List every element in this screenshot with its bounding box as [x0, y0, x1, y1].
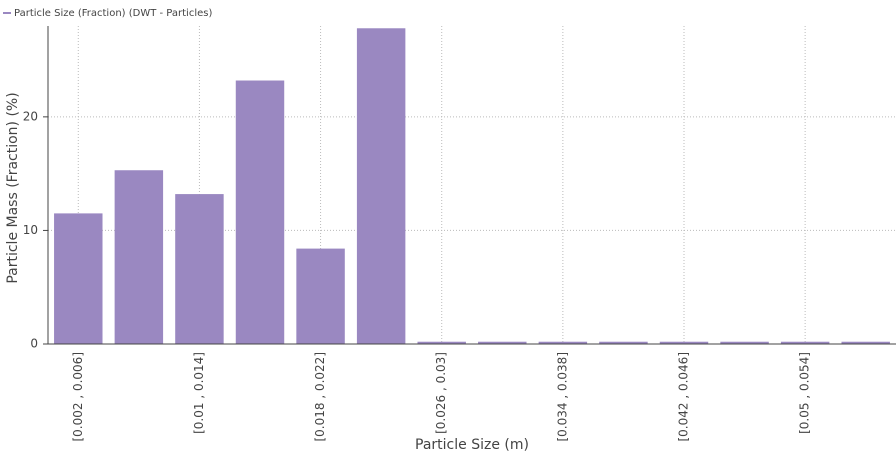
bar: [417, 341, 466, 344]
bar: [599, 341, 648, 344]
y-tick-label: 10: [23, 223, 38, 237]
y-axis-label: Particle Mass (Fraction) (%): [5, 92, 21, 283]
bar: [54, 213, 103, 344]
bar: [175, 194, 224, 344]
bar: [841, 341, 890, 344]
y-tick-label: 20: [23, 109, 38, 123]
bar: [235, 80, 285, 344]
x-tick-label: [0.05 , 0.054]: [798, 352, 812, 434]
x-tick-label: [0.002 , 0.006]: [71, 352, 85, 442]
x-tick-label: [0.034 , 0.038]: [555, 352, 569, 442]
x-axis-label: Particle Size (m): [415, 437, 529, 453]
legend-label[interactable]: Particle Size (Fraction) (DWT - Particle…: [14, 8, 212, 19]
bar: [356, 28, 406, 345]
x-tick-label: [0.01 , 0.014]: [192, 352, 206, 434]
bar: [538, 341, 588, 344]
bar: [114, 170, 164, 344]
x-tick-label: [0.026 , 0.03]: [434, 352, 448, 434]
x-tick-label: [0.042 , 0.046]: [677, 352, 691, 442]
bar: [296, 248, 345, 344]
x-tick-label: [0.018 , 0.022]: [313, 352, 327, 442]
y-tick-label: 0: [30, 337, 38, 351]
bar: [478, 341, 527, 344]
bar: [720, 341, 769, 344]
bar: [659, 341, 709, 344]
bar: [780, 341, 830, 344]
